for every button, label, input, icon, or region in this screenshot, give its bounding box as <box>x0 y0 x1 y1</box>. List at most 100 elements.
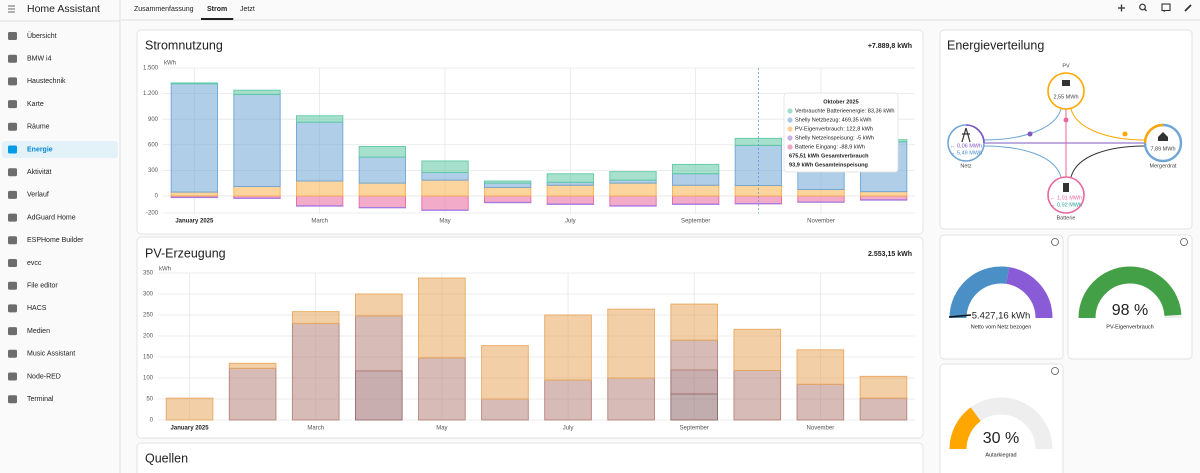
sidebar-item[interactable]: Music Assistant <box>27 351 75 358</box>
y-unit: kWh <box>159 267 171 273</box>
bar-segment <box>544 379 592 421</box>
sidebar-item[interactable]: Node-RED <box>27 373 61 380</box>
chart: -200 0 300 600 900 1.200 1.500 kWh January 2025 M… <box>143 61 915 225</box>
bar-segment <box>670 303 718 341</box>
sidebar-item[interactable]: Energie <box>27 146 53 153</box>
sidebar-item[interactable]: File editor <box>27 283 58 290</box>
bar-segment <box>670 339 718 371</box>
bar-segment <box>484 186 532 197</box>
bar-segment <box>607 377 655 421</box>
total: +7.889,8 kWh <box>868 43 912 50</box>
gauge-arc <box>1005 267 1053 319</box>
sidebar-item[interactable]: HACS <box>27 305 47 312</box>
home-icon <box>1158 132 1168 141</box>
bar-segment <box>355 370 403 421</box>
sidebar-item[interactable]: Terminal <box>27 396 54 403</box>
info-icon[interactable] <box>1180 238 1188 246</box>
tab[interactable]: Jetzt <box>240 6 255 13</box>
bar-segment <box>233 89 281 95</box>
bar-segment <box>358 195 406 208</box>
bar-segment <box>672 173 720 186</box>
sidebar-item[interactable]: Aktivität <box>27 169 52 176</box>
node <box>1047 72 1085 110</box>
bar-segment <box>860 191 908 197</box>
bar-segment <box>733 369 782 421</box>
node-label: Batterie <box>1057 215 1076 221</box>
bar-segment <box>607 308 655 379</box>
node-arc <box>965 124 985 144</box>
pv-icon <box>1062 80 1070 86</box>
sidebar-item[interactable]: Medien <box>27 328 50 335</box>
tooltip <box>783 92 899 173</box>
x-tick-label: November <box>807 219 835 225</box>
assist-icon[interactable] <box>1161 3 1171 13</box>
info-icon[interactable] <box>1051 367 1059 375</box>
bar-segment <box>233 186 281 197</box>
card <box>939 363 1064 473</box>
y-tick-label: 250 <box>143 313 154 319</box>
item-icon <box>8 54 17 63</box>
gauges: 5.427,16 kWh Netto vom Netz bezogen 98 % PV… <box>948 238 1188 458</box>
bar-segment <box>859 375 908 399</box>
search-icon[interactable] <box>1139 3 1147 12</box>
gauge-arc <box>949 407 982 450</box>
sidebar-item[interactable]: Übersicht <box>27 32 57 40</box>
item-icon <box>8 349 17 358</box>
flow-dot <box>1122 131 1128 137</box>
sidebar-item[interactable]: Räume <box>27 124 50 131</box>
info-icon[interactable] <box>1051 238 1059 246</box>
item-icon <box>8 100 17 109</box>
gauge-needle <box>948 314 972 318</box>
sidebar-item[interactable]: Verlauf <box>27 192 49 199</box>
item-icon <box>8 122 17 131</box>
item-icon <box>8 281 17 290</box>
node-value: → 5,49 MWh <box>950 150 982 156</box>
y-tick-label: 600 <box>148 142 159 148</box>
node-label: PV <box>1062 63 1070 69</box>
bar-segment <box>358 182 406 197</box>
bar-segment <box>165 397 214 421</box>
tooltip-row: Shelly Netzbezug: 469,35 kWh <box>795 117 872 123</box>
card <box>136 442 924 473</box>
bar-segment <box>481 398 529 421</box>
gauge-value: 98 % <box>1112 302 1148 319</box>
tooltip-row: Batterie Eingang: -88,9 kWh <box>795 144 865 150</box>
tooltip-dot <box>787 135 793 141</box>
sidebar-item[interactable]: ESPHome Builder <box>27 237 84 244</box>
y-tick-label: 200 <box>143 334 154 340</box>
x-tick-label: September <box>680 426 709 432</box>
card <box>1067 234 1193 360</box>
bar-segment <box>484 180 532 184</box>
sidebar-item[interactable]: BMW i4 <box>27 56 52 63</box>
gauge-name: Netto vom Netz bezogen <box>971 324 1032 330</box>
y-tick-label: 300 <box>143 292 154 298</box>
x-tick-label: July <box>565 219 576 225</box>
bar-segment <box>733 328 782 371</box>
bar-segment <box>484 182 532 188</box>
bar-segment <box>546 184 594 197</box>
sidebar-item[interactable]: evcc <box>27 260 42 267</box>
tab[interactable]: Zusammenfassung <box>134 6 194 13</box>
sidebar-item[interactable]: AdGuard Home <box>27 214 76 221</box>
card-title: Quellen <box>145 451 188 465</box>
tab[interactable]: Strom <box>207 6 227 13</box>
add-icon[interactable] <box>1118 4 1125 12</box>
edit-icon[interactable] <box>1184 4 1192 12</box>
bar-segment <box>670 393 718 421</box>
bar-segment <box>544 314 592 381</box>
sidebar-item[interactable]: Karte <box>27 101 44 108</box>
bar-segment <box>170 191 218 197</box>
bar-segment <box>609 195 657 207</box>
bar-segment <box>421 179 469 197</box>
bar-segment <box>296 195 344 207</box>
bar-segment <box>481 345 529 400</box>
sidebar-item[interactable]: Haustechnik <box>27 78 66 85</box>
tooltip-total: 675,51 kWh Gesamtverbrauch <box>789 153 869 159</box>
bar-segment <box>670 369 718 395</box>
gauge-arc <box>949 266 1010 319</box>
bar-segment <box>170 83 218 193</box>
node-label: Netz <box>960 163 972 169</box>
menu-icon[interactable] <box>8 5 15 13</box>
gauge-value: 30 % <box>983 430 1019 447</box>
